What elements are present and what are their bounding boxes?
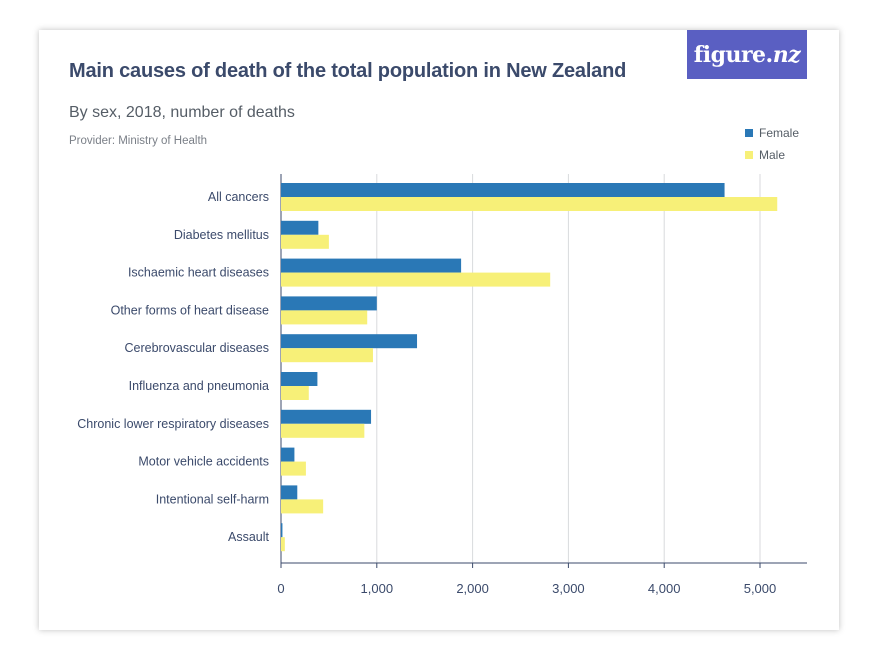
- category-label-1: Diabetes mellitus: [174, 228, 269, 242]
- chart-provider: Provider: Ministry of Health: [69, 135, 208, 147]
- category-label-7: Motor vehicle accidents: [138, 455, 269, 469]
- category-label-0: All cancers: [208, 190, 269, 204]
- bar-male-4: [281, 348, 373, 363]
- bar-male-1: [281, 234, 329, 249]
- bar-male-2: [281, 272, 551, 287]
- chart-subtitle: By sex, 2018, number of deaths: [69, 104, 295, 121]
- chart-title: Main causes of death of the total popula…: [69, 60, 627, 82]
- logo-text-suffix: nz: [772, 41, 801, 68]
- figure-nz-logo[interactable]: figure. nz: [687, 30, 807, 79]
- category-label-8: Intentional self-harm: [156, 492, 269, 506]
- category-label-2: Ischaemic heart diseases: [128, 266, 269, 280]
- category-label-9: Assault: [228, 530, 270, 544]
- x-tick-label-3000: 3,000: [552, 581, 585, 596]
- x-tick-label-5000: 5,000: [744, 581, 777, 596]
- chart-card: Main causes of death of the total popula…: [39, 30, 839, 630]
- bar-female-8: [281, 485, 298, 500]
- legend-item-female: Female: [745, 122, 799, 144]
- bar-male-7: [281, 461, 306, 476]
- bar-female-1: [281, 220, 319, 235]
- legend-item-male: Male: [745, 144, 799, 166]
- legend-swatch-male: [745, 151, 753, 159]
- legend-label-female: Female: [759, 126, 800, 140]
- legend-swatch-female: [745, 129, 753, 137]
- bar-male-3: [281, 310, 368, 325]
- category-label-5: Influenza and pneumonia: [129, 379, 269, 393]
- category-label-4: Cerebrovascular diseases: [124, 341, 269, 355]
- bar-male-0: [281, 197, 778, 211]
- bar-female-0: [281, 183, 725, 197]
- logo-text-main: figure.: [693, 41, 773, 68]
- bar-female-3: [281, 296, 377, 311]
- bar-male-9: [281, 537, 285, 552]
- x-tick-label-4000: 4,000: [648, 581, 681, 596]
- bar-female-2: [281, 258, 462, 273]
- x-tick-label-2000: 2,000: [456, 581, 489, 596]
- x-tick-label-1000: 1,000: [361, 581, 394, 596]
- bar-male-5: [281, 386, 309, 400]
- x-tick-label-0: 0: [277, 581, 284, 596]
- bar-female-6: [281, 409, 372, 424]
- bar-male-6: [281, 423, 365, 438]
- category-label-3: Other forms of heart disease: [111, 303, 269, 317]
- legend-label-male: Male: [759, 148, 786, 162]
- bar-male-8: [281, 499, 324, 514]
- chart-legend: Female Male: [745, 122, 799, 166]
- bar-female-4: [281, 334, 418, 349]
- bar-female-9: [281, 523, 283, 538]
- bar-female-7: [281, 447, 295, 462]
- category-label-6: Chronic lower respiratory diseases: [77, 417, 269, 431]
- bar-female-5: [281, 372, 318, 386]
- bar-chart: 0 1,000 2,000 3,000 4,000 5,000 All cancers Dia…: [77, 174, 807, 596]
